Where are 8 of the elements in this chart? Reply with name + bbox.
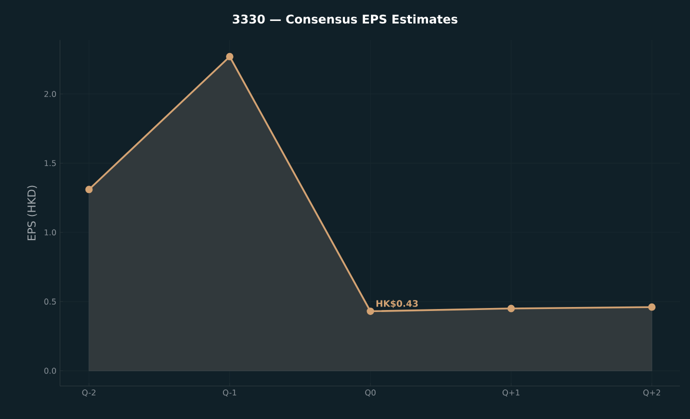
- point: [85, 186, 93, 194]
- annotation: HK$0.43: [376, 300, 418, 308]
- point: [507, 304, 515, 312]
- point: [648, 303, 656, 311]
- point: [366, 308, 374, 315]
- chart-title: 3330 — Consensus EPS Estimates: [232, 14, 458, 24]
- point: [226, 52, 234, 60]
- y-axis-title: EPS (HKD): [27, 186, 37, 240]
